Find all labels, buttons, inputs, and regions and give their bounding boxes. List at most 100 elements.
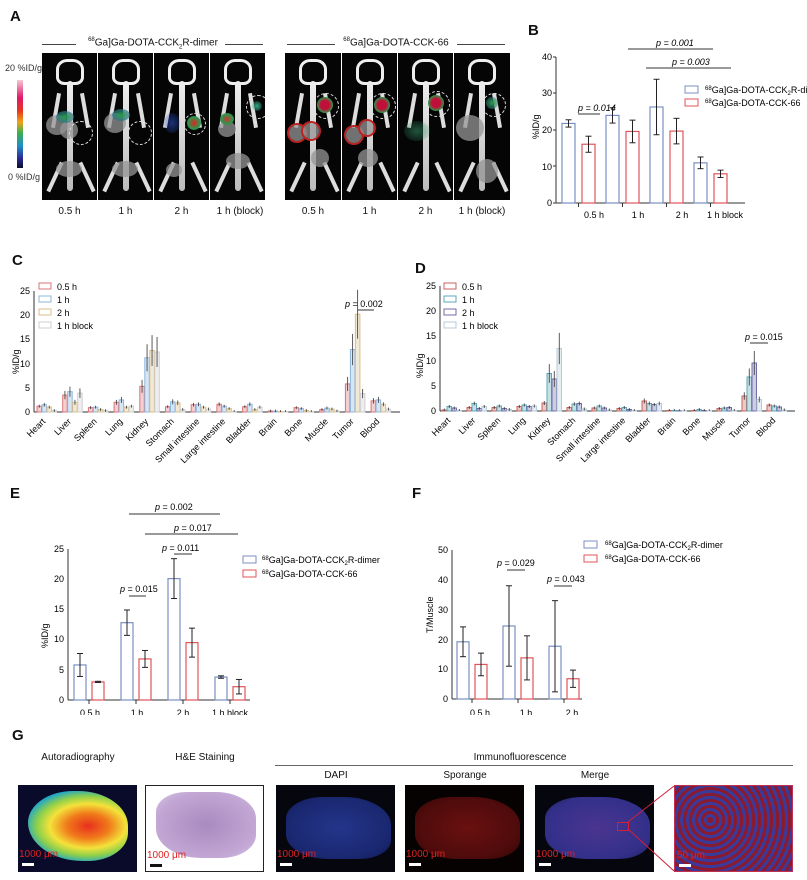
time-label: 1 h bbox=[118, 206, 133, 217]
svg-text:0: 0 bbox=[25, 407, 30, 417]
svg-text:Muscle: Muscle bbox=[700, 415, 727, 442]
autoradiography-image: 1000 μm bbox=[18, 785, 137, 872]
svg-text:2 h: 2 h bbox=[462, 308, 475, 318]
svg-text:1 h: 1 h bbox=[632, 210, 645, 220]
svg-text:p = 0.015: p = 0.015 bbox=[119, 584, 158, 594]
svg-text:30: 30 bbox=[438, 605, 448, 615]
svg-text:1 h: 1 h bbox=[520, 708, 533, 715]
svg-text:2 h: 2 h bbox=[57, 308, 70, 318]
svg-text:5: 5 bbox=[25, 383, 30, 393]
svg-text:%ID/g: %ID/g bbox=[11, 349, 21, 374]
svg-text:p = 0.014: p = 0.014 bbox=[577, 103, 616, 113]
time-label: 1 h (block) bbox=[458, 206, 506, 217]
group-line-right bbox=[457, 44, 505, 45]
title-sporange: Sporange bbox=[443, 770, 487, 781]
svg-text:Brain: Brain bbox=[655, 415, 677, 437]
svg-text:Bone: Bone bbox=[282, 416, 304, 438]
group-line-left bbox=[287, 44, 335, 45]
group-line-right bbox=[225, 44, 263, 45]
svg-text:40: 40 bbox=[542, 52, 552, 62]
svg-text:Large intestine: Large intestine bbox=[579, 415, 628, 464]
svg-text:%ID/g: %ID/g bbox=[415, 353, 425, 378]
svg-text:Blood: Blood bbox=[754, 415, 777, 438]
immuno-line bbox=[275, 765, 793, 766]
panel-label-b: B bbox=[528, 22, 539, 39]
svg-text:68Ga]Ga-DOTA-CCK-66: 68Ga]Ga-DOTA-CCK-66 bbox=[605, 554, 701, 564]
svg-text:p = 0.017: p = 0.017 bbox=[173, 523, 212, 533]
svg-text:Spleen: Spleen bbox=[476, 415, 503, 442]
svg-text:0.5 h: 0.5 h bbox=[80, 708, 100, 715]
svg-text:10: 10 bbox=[542, 162, 552, 172]
title-he: H&E Staining bbox=[175, 752, 235, 763]
time-label: 2 h bbox=[418, 206, 433, 217]
time-label: 1 h bbox=[362, 206, 377, 217]
panel-label-d: D bbox=[415, 260, 426, 277]
svg-text:Muscle: Muscle bbox=[303, 416, 330, 443]
svg-text:Bladder: Bladder bbox=[623, 415, 652, 444]
svg-text:Lung: Lung bbox=[103, 416, 124, 437]
svg-text:T/Muscle: T/Muscle bbox=[425, 596, 435, 633]
bar bbox=[561, 122, 576, 204]
colorbar bbox=[17, 80, 23, 168]
pet-ct-scan-image bbox=[210, 53, 265, 200]
svg-text:10: 10 bbox=[438, 664, 448, 674]
svg-text:2 h: 2 h bbox=[676, 210, 689, 220]
svg-text:68Ga]Ga-DOTA-CCK-66: 68Ga]Ga-DOTA-CCK-66 bbox=[262, 569, 358, 579]
colorbar-min-label: 0 %ID/g bbox=[8, 172, 41, 182]
group-title-cck66: 68Ga]Ga-DOTA-CCK-66 bbox=[343, 37, 449, 49]
svg-text:20: 20 bbox=[542, 125, 552, 135]
zoom-connector-lines bbox=[627, 785, 675, 872]
merge-zoom-image: 50 μm bbox=[674, 785, 793, 872]
svg-text:1 h: 1 h bbox=[57, 295, 70, 305]
svg-text:p = 0.015: p = 0.015 bbox=[744, 332, 783, 342]
title-merge: Merge bbox=[580, 770, 610, 781]
svg-text:50: 50 bbox=[438, 545, 448, 555]
chart-f: T/Muscle 0 10 20 30 40 50 0.5 h 1 h 2 h p = 0.0… bbox=[425, 540, 723, 715]
svg-text:Brain: Brain bbox=[257, 416, 279, 438]
bar bbox=[91, 681, 105, 701]
group-title-dimer: 68Ga]Ga-DOTA-CCK2R-dimer bbox=[88, 37, 218, 51]
he-staining-image: 1000 μm bbox=[145, 785, 264, 872]
svg-text:25: 25 bbox=[54, 544, 64, 554]
svg-text:5: 5 bbox=[431, 381, 436, 391]
time-label: 0.5 h bbox=[58, 206, 81, 217]
svg-text:25: 25 bbox=[426, 281, 436, 291]
svg-text:Spleen: Spleen bbox=[72, 416, 99, 443]
svg-text:25: 25 bbox=[20, 286, 30, 296]
sporange-image: 1000 μm bbox=[405, 785, 524, 872]
svg-text:2 h: 2 h bbox=[177, 708, 190, 715]
svg-text:0.5 h: 0.5 h bbox=[57, 282, 77, 292]
pet-ct-scan-image bbox=[285, 53, 341, 200]
svg-text:Liver: Liver bbox=[457, 415, 478, 436]
svg-text:0.5 h: 0.5 h bbox=[462, 282, 482, 292]
title-immunofluorescence: Immunofluorescence bbox=[473, 752, 567, 763]
svg-text:68Ga]Ga-DOTA-CCK2R-dimer: 68Ga]Ga-DOTA-CCK2R-dimer bbox=[262, 555, 380, 567]
time-label: 1 h (block) bbox=[216, 206, 264, 217]
svg-text:68Ga]Ga-DOTA-CCK2R-dimer: 68Ga]Ga-DOTA-CCK2R-dimer bbox=[705, 85, 807, 97]
svg-text:30: 30 bbox=[542, 88, 552, 98]
svg-text:2 h: 2 h bbox=[566, 708, 579, 715]
svg-text:0: 0 bbox=[59, 695, 64, 705]
svg-text:%ID/g: %ID/g bbox=[40, 623, 50, 648]
time-label: 2 h bbox=[174, 206, 189, 217]
svg-text:p = 0.029: p = 0.029 bbox=[496, 558, 535, 568]
svg-text:Liver: Liver bbox=[52, 416, 73, 437]
svg-text:1 h block: 1 h block bbox=[462, 321, 499, 331]
svg-text:Tumor: Tumor bbox=[727, 415, 752, 440]
title-autoradiography: Autoradiography bbox=[41, 752, 115, 763]
pet-ct-scan-image bbox=[42, 53, 97, 200]
svg-text:Bone: Bone bbox=[680, 415, 702, 437]
time-label: 0.5 h bbox=[301, 206, 325, 217]
y-axis-label: %ID/g bbox=[531, 114, 541, 139]
svg-text:1 h: 1 h bbox=[131, 708, 144, 715]
panel-label-f: F bbox=[412, 485, 422, 502]
svg-text:p = 0.002: p = 0.002 bbox=[154, 502, 193, 512]
panel-label-c: C bbox=[12, 252, 23, 269]
svg-text:Lung: Lung bbox=[506, 415, 527, 436]
svg-text:68Ga]Ga-DOTA-CCK2R-dimer: 68Ga]Ga-DOTA-CCK2R-dimer bbox=[605, 540, 723, 552]
colorbar-max-label: 20 %ID/g bbox=[5, 63, 43, 73]
svg-text:0: 0 bbox=[443, 694, 448, 704]
merge-image: 1000 μm bbox=[535, 785, 654, 872]
